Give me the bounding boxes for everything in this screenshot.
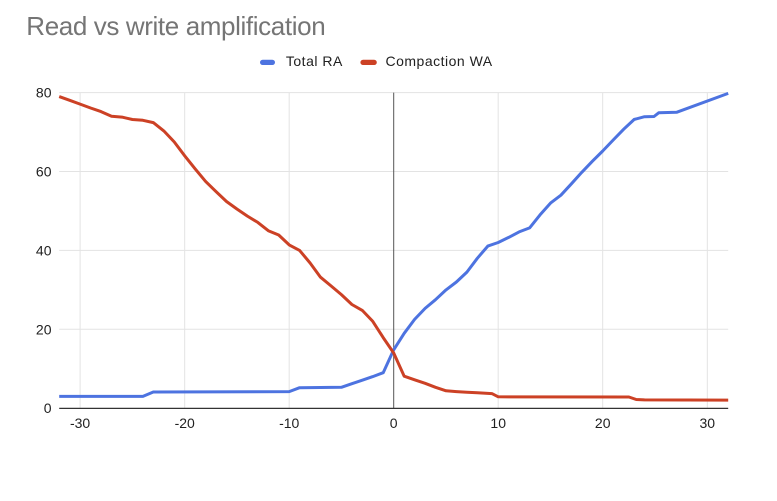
svg-text:60: 60 xyxy=(36,164,52,180)
svg-text:0: 0 xyxy=(44,400,52,416)
svg-text:40: 40 xyxy=(36,242,52,258)
svg-text:Compaction WA: Compaction WA xyxy=(386,53,493,69)
svg-text:80: 80 xyxy=(36,85,52,101)
svg-text:Total RA: Total RA xyxy=(286,53,343,69)
svg-text:20: 20 xyxy=(36,321,52,337)
svg-text:0: 0 xyxy=(390,415,398,431)
svg-text:Read vs write amplification: Read vs write amplification xyxy=(26,11,325,41)
svg-text:-30: -30 xyxy=(70,415,90,431)
svg-text:-10: -10 xyxy=(279,415,299,431)
svg-text:10: 10 xyxy=(490,415,506,431)
svg-text:30: 30 xyxy=(700,415,716,431)
svg-text:-20: -20 xyxy=(175,415,195,431)
svg-text:20: 20 xyxy=(595,415,611,431)
